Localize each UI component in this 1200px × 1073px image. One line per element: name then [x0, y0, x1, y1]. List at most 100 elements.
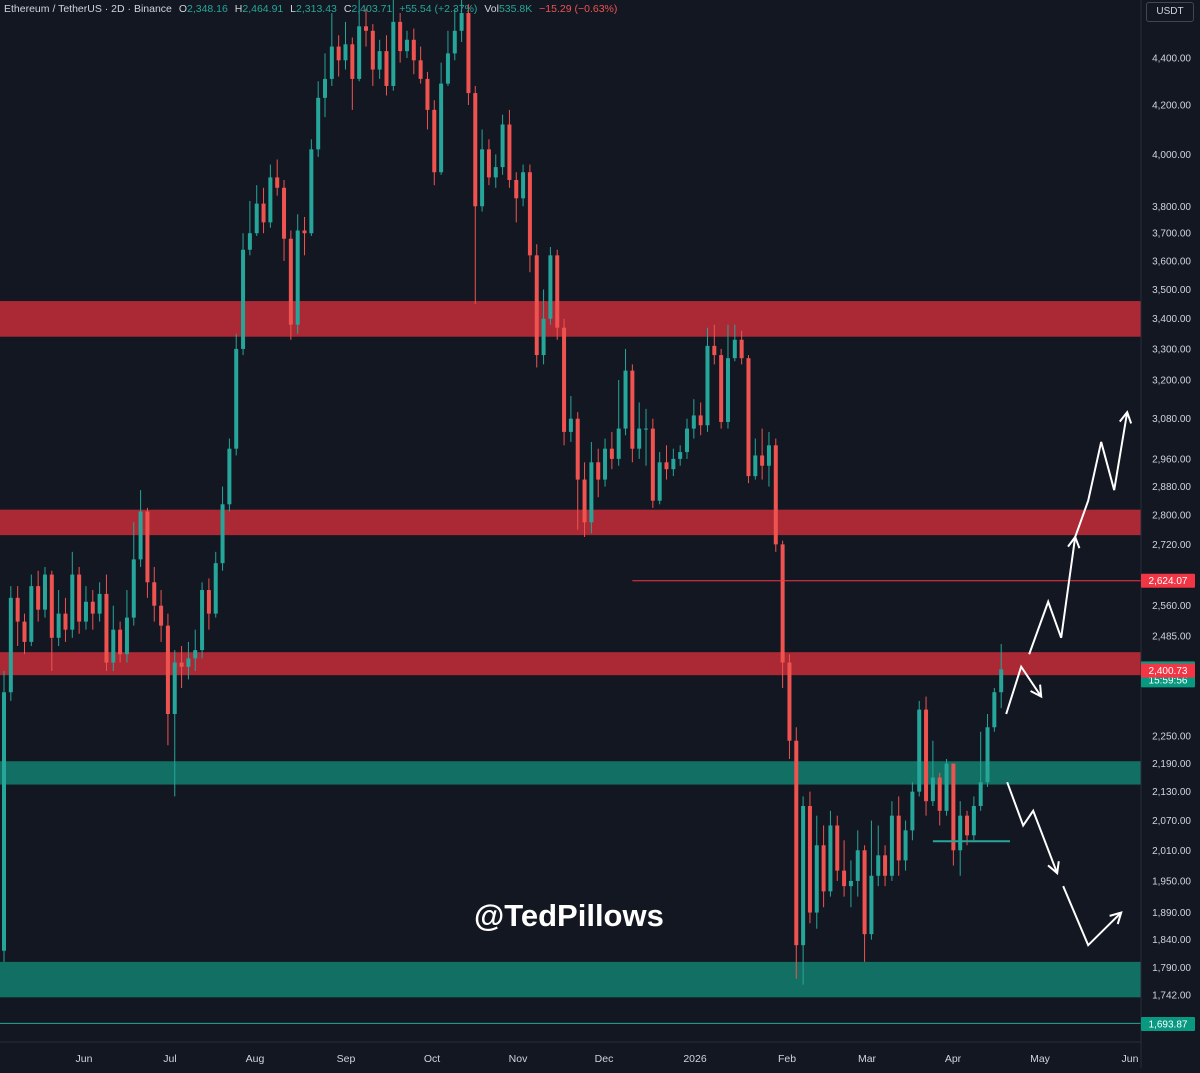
candle — [124, 590, 129, 663]
candle — [275, 159, 280, 196]
candle-body — [541, 318, 546, 356]
candle-body — [903, 830, 908, 861]
candle — [268, 164, 273, 228]
resistance-zone — [0, 652, 1141, 676]
candle-body — [671, 458, 676, 470]
candle-body — [869, 875, 874, 935]
currency-button[interactable]: USDT — [1146, 2, 1194, 22]
candle-body — [910, 791, 915, 831]
candle — [958, 801, 963, 876]
candle — [227, 438, 232, 512]
candle-body — [889, 815, 894, 876]
bear-drop-arrow — [1006, 781, 1059, 874]
candle-body — [876, 855, 881, 876]
candle — [282, 179, 287, 261]
candle-body — [343, 44, 348, 61]
candle — [131, 522, 136, 626]
candle-body — [15, 597, 20, 622]
resistance-zone — [0, 301, 1141, 337]
candle — [965, 810, 970, 846]
y-tick-label: 3,800.00 — [1152, 202, 1191, 213]
candle-body — [596, 462, 601, 480]
candle-body — [213, 563, 218, 614]
candle — [391, 0, 396, 91]
candle — [698, 402, 703, 436]
volume-value: 535.8K — [498, 3, 533, 15]
candle-body — [295, 230, 300, 325]
candle-body — [118, 629, 123, 655]
candle-body — [411, 39, 416, 61]
candle-body — [828, 825, 833, 892]
candle-body — [241, 249, 246, 349]
candle — [363, 8, 368, 47]
candle — [56, 590, 61, 646]
candle-body — [29, 586, 34, 642]
candle — [220, 486, 225, 571]
candle-body — [685, 428, 689, 453]
candle-body — [172, 662, 177, 714]
candle — [828, 810, 833, 897]
candle-body — [712, 345, 717, 356]
candle — [562, 318, 567, 446]
y-tick-label: 3,300.00 — [1152, 344, 1191, 355]
candle — [493, 154, 498, 188]
candle-body — [425, 78, 430, 110]
candle — [49, 570, 54, 671]
candle — [350, 37, 355, 110]
candle-body — [282, 187, 287, 239]
candle-body — [855, 850, 860, 881]
candle — [814, 815, 819, 929]
candle — [807, 791, 812, 924]
candle-body — [36, 586, 41, 610]
candle-body — [664, 462, 669, 470]
bear-drop-arrowhead — [1047, 861, 1060, 876]
price-axis-panel — [1141, 0, 1200, 1068]
candle — [575, 412, 580, 530]
candle — [616, 380, 621, 466]
x-tick-label: Jul — [163, 1053, 176, 1065]
candle — [623, 348, 628, 436]
candle-body — [719, 355, 724, 422]
candle — [780, 540, 785, 688]
candle — [527, 164, 532, 273]
candle — [459, 0, 464, 43]
candle — [36, 570, 41, 622]
candle — [398, 13, 403, 63]
candle — [978, 731, 983, 811]
candle — [90, 590, 95, 630]
candle — [316, 81, 321, 157]
candle-body — [746, 358, 751, 477]
candle — [766, 431, 771, 487]
candle — [486, 139, 491, 186]
candle — [8, 586, 13, 701]
bull-pullback-arrow — [1005, 664, 1043, 715]
candle-body — [336, 46, 341, 61]
y-tick-label: 2,130.00 — [1152, 787, 1191, 798]
candle — [883, 845, 888, 887]
candle — [473, 85, 478, 304]
candle-body — [254, 203, 259, 234]
candle — [507, 109, 512, 188]
candle-body — [603, 448, 608, 480]
candle — [985, 713, 990, 787]
price-label-box — [1141, 573, 1195, 588]
candle — [343, 21, 348, 70]
candle — [186, 641, 191, 680]
candle — [971, 796, 976, 841]
candle-body — [616, 428, 621, 459]
candle — [657, 452, 662, 505]
candle-body — [309, 149, 314, 234]
candle-body — [801, 805, 806, 946]
candle-body — [124, 617, 129, 655]
x-tick-label: May — [1030, 1053, 1051, 1065]
candle-body — [753, 455, 758, 477]
chart-header: Ethereum / TetherUS · 2D · Binance O2,34… — [4, 3, 618, 15]
candle — [200, 582, 205, 659]
candle-body — [445, 53, 450, 84]
candle — [302, 216, 307, 256]
symbol-label[interactable]: Ethereum / TetherUS · 2D · Binance — [4, 3, 172, 15]
candle-body — [432, 109, 437, 173]
candle-body — [930, 777, 935, 802]
candle — [876, 825, 881, 887]
